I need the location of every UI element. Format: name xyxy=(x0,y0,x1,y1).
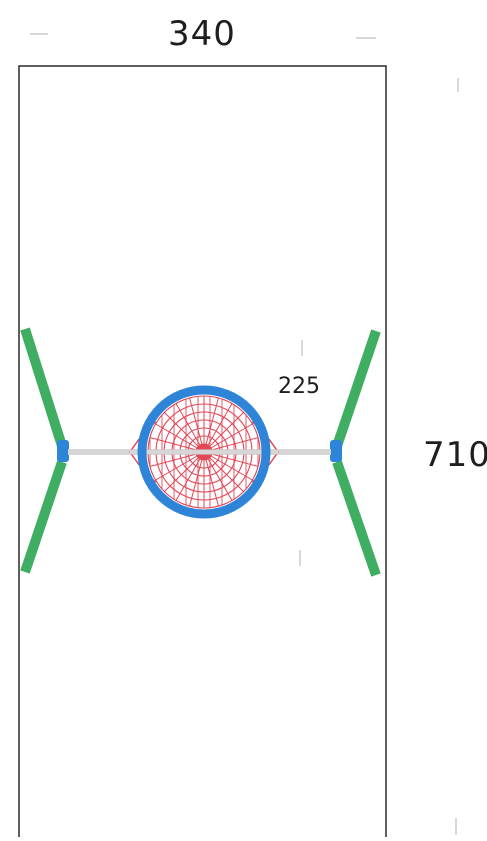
net-mesh-spoke xyxy=(175,451,205,501)
net-mesh-spoke xyxy=(164,412,205,453)
net-diameter-label: 225 xyxy=(278,374,320,399)
net-ring xyxy=(137,385,271,519)
left-arm-lower xyxy=(20,460,67,574)
net-mesh-spoke xyxy=(189,451,205,507)
net-mesh-spoke xyxy=(203,451,253,481)
right-arm-lower xyxy=(332,460,381,577)
net-mesh-spoke xyxy=(203,412,244,453)
net-mesh-spoke xyxy=(203,451,233,501)
height-dimension-label: 710 xyxy=(423,435,487,475)
frame-outline xyxy=(18,65,387,841)
left-arm-assembly xyxy=(20,327,69,574)
net-mesh-spoke xyxy=(155,423,205,453)
mounting-bracket-icon xyxy=(330,440,342,462)
hoop-net-icon xyxy=(129,385,279,519)
net-mesh-spoke xyxy=(189,397,205,453)
right-arm-upper xyxy=(332,329,381,448)
right-arm-assembly xyxy=(330,329,381,577)
net-mesh-spoke xyxy=(203,397,219,453)
net-mesh-spoke xyxy=(203,403,233,453)
scan-marks xyxy=(30,33,459,835)
net-mesh-spoke xyxy=(155,451,205,481)
mounting-bracket-icon xyxy=(57,440,69,462)
net-mesh-spoke xyxy=(164,451,205,492)
left-arm-upper xyxy=(20,327,67,448)
width-dimension-label: 340 xyxy=(168,14,236,54)
net-mesh-spoke xyxy=(203,423,253,453)
net-mesh-spoke xyxy=(203,451,244,492)
net-mesh-spoke xyxy=(203,451,219,507)
net-mesh-spoke xyxy=(175,403,205,453)
